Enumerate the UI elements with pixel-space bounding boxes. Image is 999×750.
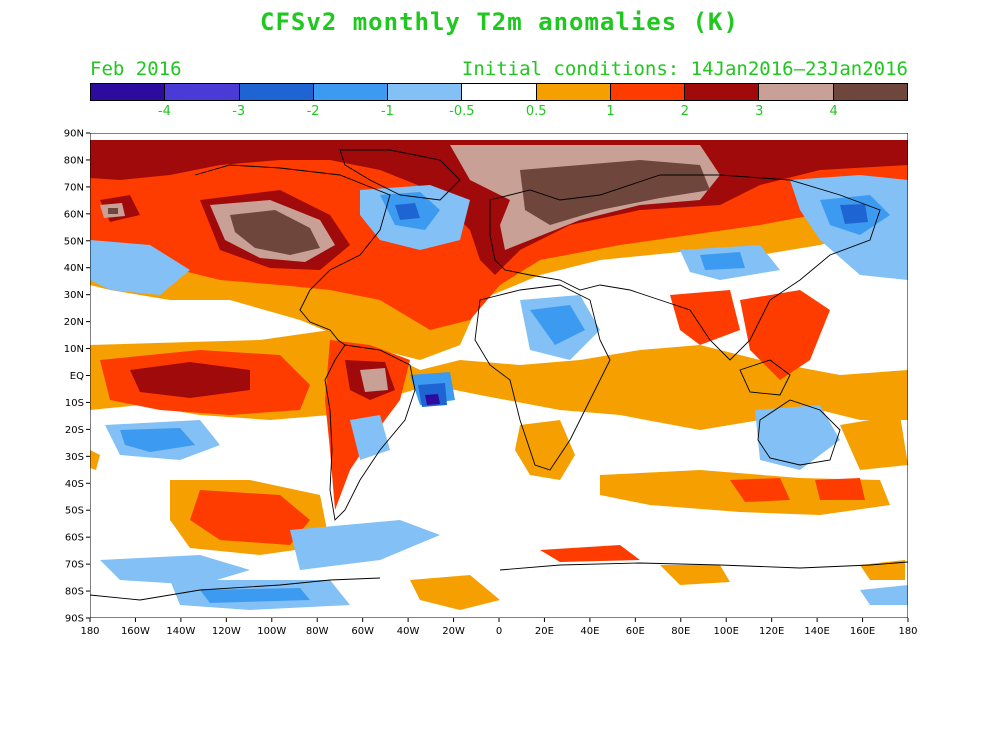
legend-swatch — [91, 84, 166, 100]
longitude-label: 80W — [306, 626, 329, 637]
legend-swatch — [610, 84, 686, 100]
longitude-label: 40E — [580, 626, 599, 637]
latitude-axis: 90N 80N 70N 60N 50N 40N 30N 20N 10N EQ 10S 20S 30S 40… — [64, 129, 90, 625]
latitude-label: 90N — [64, 129, 84, 140]
latitude-label: 60S — [65, 533, 84, 544]
latitude-label: EQ — [70, 371, 84, 382]
longitude-label: 60W — [351, 626, 374, 637]
legend-label: -4 — [157, 104, 171, 119]
legend-label: 2 — [680, 104, 690, 119]
longitude-axis: 180 160W 140W 120W 100W 80W 60W 40W 20W 0 20E 40E 60… — [80, 618, 918, 637]
latitude-label: 20S — [65, 425, 84, 436]
legend-swatch — [685, 84, 760, 100]
latitude-label: 30N — [64, 290, 84, 301]
legend-label: 1 — [606, 104, 615, 119]
legend-label: -2 — [306, 104, 320, 119]
latitude-label: 50S — [65, 506, 84, 517]
longitude-label: 0 — [496, 626, 502, 637]
longitude-label: 120W — [212, 626, 241, 637]
longitude-label: 140E — [804, 626, 829, 637]
legend-label: -3 — [232, 104, 246, 119]
latitude-label: 10S — [65, 398, 84, 409]
longitude-label: 160W — [121, 626, 150, 637]
longitude-label: 140W — [166, 626, 195, 637]
anomaly-field — [90, 133, 908, 618]
valid-month-label: Feb 2016 — [90, 58, 182, 80]
legend-label: -1 — [380, 104, 394, 119]
longitude-label: 60E — [626, 626, 645, 637]
latitude-label: 40S — [65, 479, 84, 490]
legend-swatch — [536, 84, 611, 100]
latitude-label: 70N — [64, 182, 84, 193]
latitude-label: 30S — [65, 452, 84, 463]
legend-swatch — [313, 84, 389, 100]
longitude-label: 180 — [898, 626, 917, 637]
latitude-label: 80N — [64, 155, 84, 166]
legend-label: 0.5 — [525, 104, 547, 119]
latitude-label: 60N — [64, 209, 84, 220]
color-legend-bar — [90, 83, 908, 101]
legend-label: -0.5 — [449, 104, 475, 119]
longitude-label: 20E — [535, 626, 554, 637]
color-legend-labels: -4 -3 -2 -1 -0.5 0.5 1 2 3 4 — [90, 104, 908, 120]
legend-swatch — [239, 84, 314, 100]
legend-swatch — [833, 84, 907, 100]
legend-label: 3 — [755, 104, 764, 119]
latitude-label: 40N — [64, 263, 84, 274]
latitude-label: 10N — [64, 344, 84, 355]
legend-swatch — [462, 84, 537, 100]
longitude-label: 40W — [397, 626, 420, 637]
longitude-label: 160E — [850, 626, 875, 637]
initial-conditions-label: Initial conditions: 14Jan2016–23Jan2016 — [461, 58, 908, 80]
legend-swatch — [165, 84, 240, 100]
latitude-label: 50N — [64, 236, 84, 247]
longitude-label: 100E — [714, 626, 739, 637]
latitude-label: 80S — [65, 587, 84, 598]
longitude-label: 180 — [80, 626, 99, 637]
legend-swatch — [759, 84, 834, 100]
map-title: CFSv2 monthly T2m anomalies (K) — [260, 8, 739, 36]
longitude-label: 100W — [257, 626, 286, 637]
latitude-label: 20N — [64, 317, 84, 328]
legend-label: 4 — [829, 104, 838, 119]
longitude-label: 120E — [759, 626, 784, 637]
legend-swatch — [388, 84, 463, 100]
latitude-label: 90S — [65, 614, 84, 625]
latitude-label: 70S — [65, 560, 84, 571]
longitude-label: 80E — [671, 626, 690, 637]
longitude-label: 20W — [442, 626, 465, 637]
